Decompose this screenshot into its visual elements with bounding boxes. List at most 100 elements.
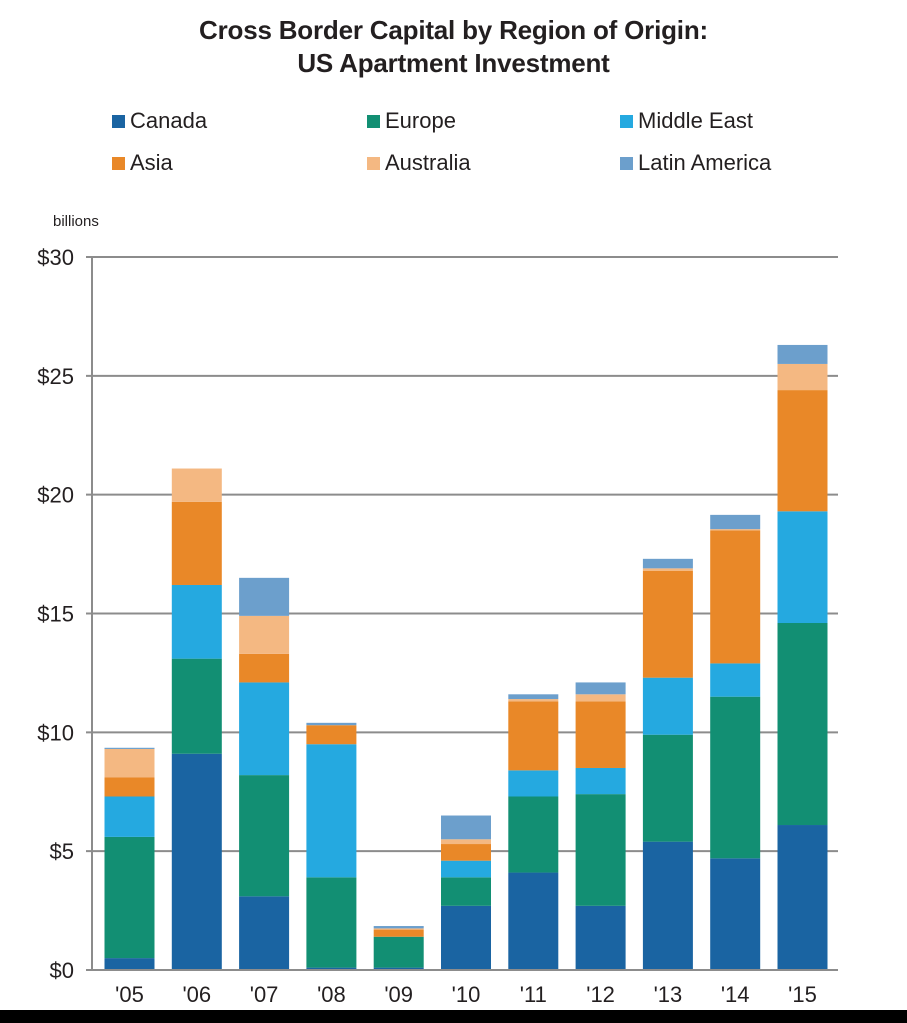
bar-stack-05 bbox=[104, 747, 155, 970]
bar-segment-asia bbox=[373, 929, 424, 937]
bar-segment-europe bbox=[373, 936, 424, 968]
bar-segment-australia bbox=[642, 568, 693, 571]
y-tick-label: $15 bbox=[37, 602, 74, 627]
bar-segment-canada bbox=[575, 905, 626, 970]
bar-segment-latin-america bbox=[441, 815, 491, 840]
bar-segment-middle-east bbox=[575, 767, 626, 795]
bar-segment-middle-east bbox=[306, 744, 357, 878]
x-tick-label: '14 bbox=[721, 982, 750, 1007]
bar-segment-europe bbox=[306, 877, 357, 968]
x-tick-label: '09 bbox=[384, 982, 413, 1007]
bar-segment-latin-america bbox=[642, 558, 693, 569]
legend-label-latin-america: Latin America bbox=[638, 150, 772, 175]
bars bbox=[104, 344, 828, 970]
legend-label-australia: Australia bbox=[385, 150, 471, 175]
bar-segment-canada bbox=[306, 967, 357, 970]
bar-segment-australia bbox=[104, 748, 155, 778]
bar-segment-europe bbox=[171, 658, 222, 754]
bar-stack-10 bbox=[441, 815, 491, 970]
legend-swatch-asia bbox=[112, 156, 125, 170]
bar-segment-europe bbox=[642, 734, 693, 842]
legend-swatch-canada bbox=[112, 114, 125, 128]
legend-item-asia: Asia bbox=[112, 150, 173, 176]
bar-segment-canada bbox=[441, 905, 491, 970]
bar-segment-canada bbox=[642, 841, 693, 970]
x-tick-label: '11 bbox=[520, 982, 547, 1007]
bar-segment-asia bbox=[104, 777, 155, 797]
y-tick-label: $20 bbox=[37, 483, 74, 508]
bar-segment-australia bbox=[441, 839, 491, 845]
bar-stack-14 bbox=[710, 514, 761, 970]
chart-subtitle: US Apartment Investment bbox=[297, 48, 610, 78]
bottom-border bbox=[0, 1010, 907, 1023]
legend-item-latin-america: Latin America bbox=[620, 150, 771, 176]
legend-label-asia: Asia bbox=[130, 150, 173, 175]
chart-title: Cross Border Capital by Region of Origin… bbox=[0, 14, 907, 80]
legend-item-australia: Australia bbox=[367, 150, 471, 176]
legend-item-europe: Europe bbox=[367, 108, 456, 134]
bar-segment-middle-east bbox=[508, 770, 559, 797]
bar-segment-australia bbox=[508, 699, 559, 702]
bar-segment-middle-east bbox=[710, 663, 761, 697]
bar-segment-europe bbox=[104, 836, 155, 959]
x-tick-label: '13 bbox=[654, 982, 683, 1007]
bar-segment-australia bbox=[239, 615, 290, 654]
bar-segment-latin-america bbox=[777, 344, 828, 364]
bar-segment-latin-america bbox=[239, 577, 290, 616]
bar-stack-09 bbox=[373, 926, 424, 970]
y-tick-label: $0 bbox=[50, 958, 74, 983]
legend-label-europe: Europe bbox=[385, 108, 456, 133]
bar-segment-middle-east bbox=[777, 511, 828, 624]
x-tick-label: '08 bbox=[317, 982, 346, 1007]
legend-swatch-middle-east bbox=[620, 114, 633, 128]
bar-segment-asia bbox=[777, 390, 828, 512]
bar-segment-latin-america bbox=[575, 682, 626, 695]
chart-title-line1: Cross Border Capital by Region of Origin… bbox=[199, 15, 708, 45]
axes bbox=[86, 257, 838, 971]
bar-segment-canada bbox=[508, 872, 559, 970]
x-tick-label: '10 bbox=[452, 982, 481, 1007]
bar-stack-13 bbox=[642, 558, 693, 970]
legend-label-canada: Canada bbox=[130, 108, 208, 133]
bar-segment-europe bbox=[239, 775, 290, 897]
bar-segment-canada bbox=[239, 896, 290, 970]
bar-segment-canada bbox=[171, 753, 222, 970]
bar-segment-australia bbox=[171, 468, 222, 502]
bar-segment-asia bbox=[306, 725, 357, 745]
bar-segment-asia bbox=[710, 530, 761, 664]
bar-segment-asia bbox=[441, 844, 491, 861]
bar-segment-australia bbox=[373, 928, 424, 930]
x-tick-label: '05 bbox=[115, 982, 144, 1007]
bar-segment-middle-east bbox=[171, 584, 222, 659]
bar-stack-06 bbox=[171, 468, 222, 970]
bar-stack-07 bbox=[239, 577, 290, 970]
y-tick-labels: $0 $5 $10 $15 $20 $25 $30 bbox=[37, 245, 74, 983]
x-tick-label: '12 bbox=[586, 982, 615, 1007]
bar-stack-11 bbox=[508, 694, 559, 970]
bar-segment-australia bbox=[710, 529, 761, 531]
bar-segment-canada bbox=[373, 967, 424, 970]
legend-label-middle-east: Middle East bbox=[638, 108, 753, 133]
bar-stack-12 bbox=[575, 682, 626, 970]
bar-segment-latin-america bbox=[104, 747, 155, 749]
x-tick-labels: '05 '06 '07 '08 '09 '10 '11 '12 '13 '14 '15 bbox=[115, 982, 817, 1007]
bar-segment-asia bbox=[239, 653, 290, 683]
bar-segment-latin-america bbox=[373, 926, 424, 929]
bar-segment-asia bbox=[575, 701, 626, 768]
bar-segment-europe bbox=[710, 696, 761, 859]
y-axis-unit-label: billions bbox=[53, 213, 99, 230]
y-tick-label: $25 bbox=[37, 364, 74, 389]
bar-segment-asia bbox=[642, 570, 693, 678]
x-tick-label: '07 bbox=[250, 982, 279, 1007]
legend-swatch-australia bbox=[367, 156, 380, 170]
bar-segment-middle-east bbox=[104, 796, 155, 837]
bar-segment-europe bbox=[777, 623, 828, 826]
legend-item-canada: Canada bbox=[112, 108, 207, 134]
bar-segment-canada bbox=[104, 958, 155, 970]
legend-item-middle-east: Middle East bbox=[620, 108, 753, 134]
x-tick-label: '15 bbox=[788, 982, 817, 1007]
bar-segment-europe bbox=[508, 796, 559, 873]
bar-segment-canada bbox=[777, 825, 828, 970]
bar-segment-asia bbox=[171, 501, 222, 585]
